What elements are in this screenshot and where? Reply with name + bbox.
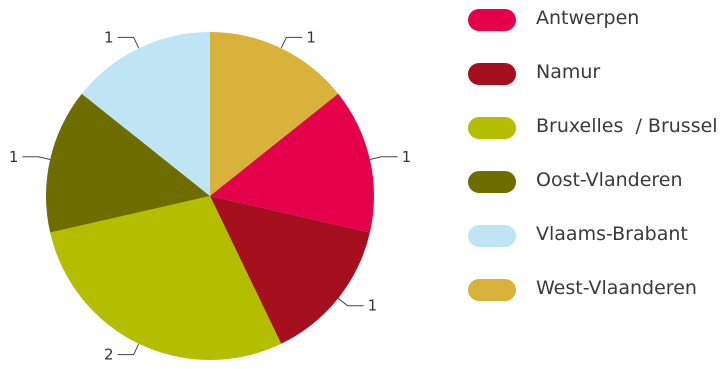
legend-item-oost-vlanderen: Oost-Vlanderen (468, 167, 723, 221)
data-label-antwerpen: 1 (402, 148, 412, 166)
legend-label: Bruxelles / Brussel (536, 115, 718, 137)
data-label-oost-vlanderen: 1 (9, 148, 19, 166)
pie-slice-bruxelles-brussel (50, 196, 282, 361)
legend-item-namur: Namur (468, 59, 723, 113)
legend-label: Namur (536, 61, 601, 83)
legend-swatch (468, 63, 516, 85)
leader-line-namur (337, 297, 364, 307)
data-label-namur: 1 (368, 297, 378, 315)
legend-swatch (468, 171, 516, 193)
legend-item-antwerpen: Antwerpen (468, 5, 723, 59)
pie-slice-antwerpen (210, 93, 375, 233)
leader-line-bruxelles-brussel (117, 343, 140, 356)
legend-swatch (468, 279, 516, 301)
legend-swatch (468, 225, 516, 247)
legend-item-vlaams-brabant: Vlaams-Brabant (468, 221, 723, 275)
pie-slice-namur (210, 196, 370, 344)
legend: Antwerpen Namur Bruxelles / Brussel Oost-Vl… (468, 5, 723, 329)
legend-swatch (468, 117, 516, 139)
data-label-vlaams-brabant: 1 (104, 28, 114, 46)
legend-label: Vlaams-Brabant (536, 223, 688, 245)
pie-slice-west-vlaanderen (210, 32, 339, 196)
legend-label: Antwerpen (536, 7, 640, 29)
data-label-bruxelles-brussel: 2 (104, 346, 114, 364)
leader-line-vlaams-brabant (117, 36, 140, 49)
leader-line-west-vlaanderen (280, 36, 303, 49)
pie-chart: 1 1 1 2 1 1 (9, 28, 412, 364)
legend-item-west-vlaanderen: West-Vlaanderen (468, 275, 723, 329)
data-label-west-vlaanderen: 1 (306, 28, 316, 46)
legend-item-bruxelles-brussel: Bruxelles / Brussel (468, 113, 723, 167)
legend-label: Oost-Vlanderen (536, 169, 683, 191)
pie-slice-vlaams-brabant (81, 32, 210, 196)
pie-slice-oost-vlanderen (45, 93, 210, 233)
leader-line-oost-vlanderen (22, 156, 51, 160)
leader-line-antwerpen (369, 156, 398, 160)
legend-label: West-Vlaanderen (536, 277, 697, 299)
legend-swatch (468, 9, 516, 31)
